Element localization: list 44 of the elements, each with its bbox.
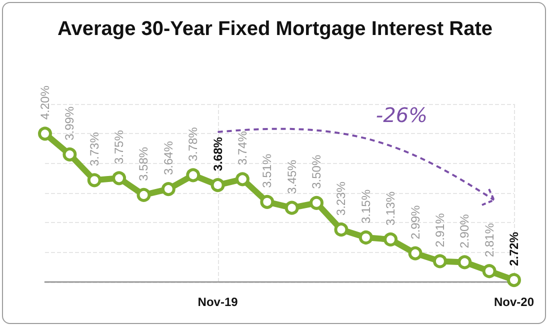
data-label: 3.50%	[310, 154, 324, 189]
point	[62, 147, 77, 162]
data-label: 3.73%	[87, 132, 102, 166]
point	[186, 168, 200, 182]
point	[358, 230, 373, 244]
point	[458, 255, 472, 270]
data-label: 3.15%	[358, 189, 373, 224]
data-label: 2.90%	[458, 214, 472, 248]
text: -26%	[376, 103, 428, 127]
point	[210, 178, 225, 192]
point	[284, 200, 299, 215]
data-label: 3.75%	[112, 130, 126, 164]
data-label: 3.58%	[136, 146, 151, 181]
data-label: 2.72%	[507, 232, 521, 266]
point	[507, 273, 521, 288]
data-label: 3.45%	[284, 159, 299, 194]
data-label: 2.81%	[482, 222, 496, 258]
data-label: 3.64%	[161, 140, 176, 176]
point	[260, 194, 274, 209]
point	[408, 246, 422, 260]
x-tick-label: Nov-19	[198, 295, 238, 309]
chart-title: Average 30-Year Fixed Mortgage Interest Rate	[58, 18, 492, 40]
data-label: 2.99%	[408, 204, 422, 240]
data-label: 3.51%	[260, 154, 274, 188]
point	[38, 126, 52, 141]
data-label: 3.74%	[235, 130, 250, 166]
data-label: 3.13%	[384, 191, 398, 226]
point	[334, 222, 348, 237]
data-label: 4.20%	[38, 85, 52, 120]
point	[87, 173, 102, 188]
point	[384, 232, 398, 246]
point	[235, 172, 250, 186]
point	[482, 264, 496, 278]
data-label: 3.78%	[186, 126, 200, 162]
data-label: 3.68%	[210, 136, 225, 172]
point	[310, 196, 324, 210]
point	[136, 188, 151, 202]
data-label: 3.23%	[334, 181, 348, 216]
point	[432, 254, 447, 268]
x-tick-label: Nov-20	[494, 295, 534, 309]
data-label: 2.91%	[432, 212, 447, 248]
data-label: 3.99%	[62, 106, 77, 140]
point	[161, 182, 176, 196]
point	[112, 171, 126, 186]
